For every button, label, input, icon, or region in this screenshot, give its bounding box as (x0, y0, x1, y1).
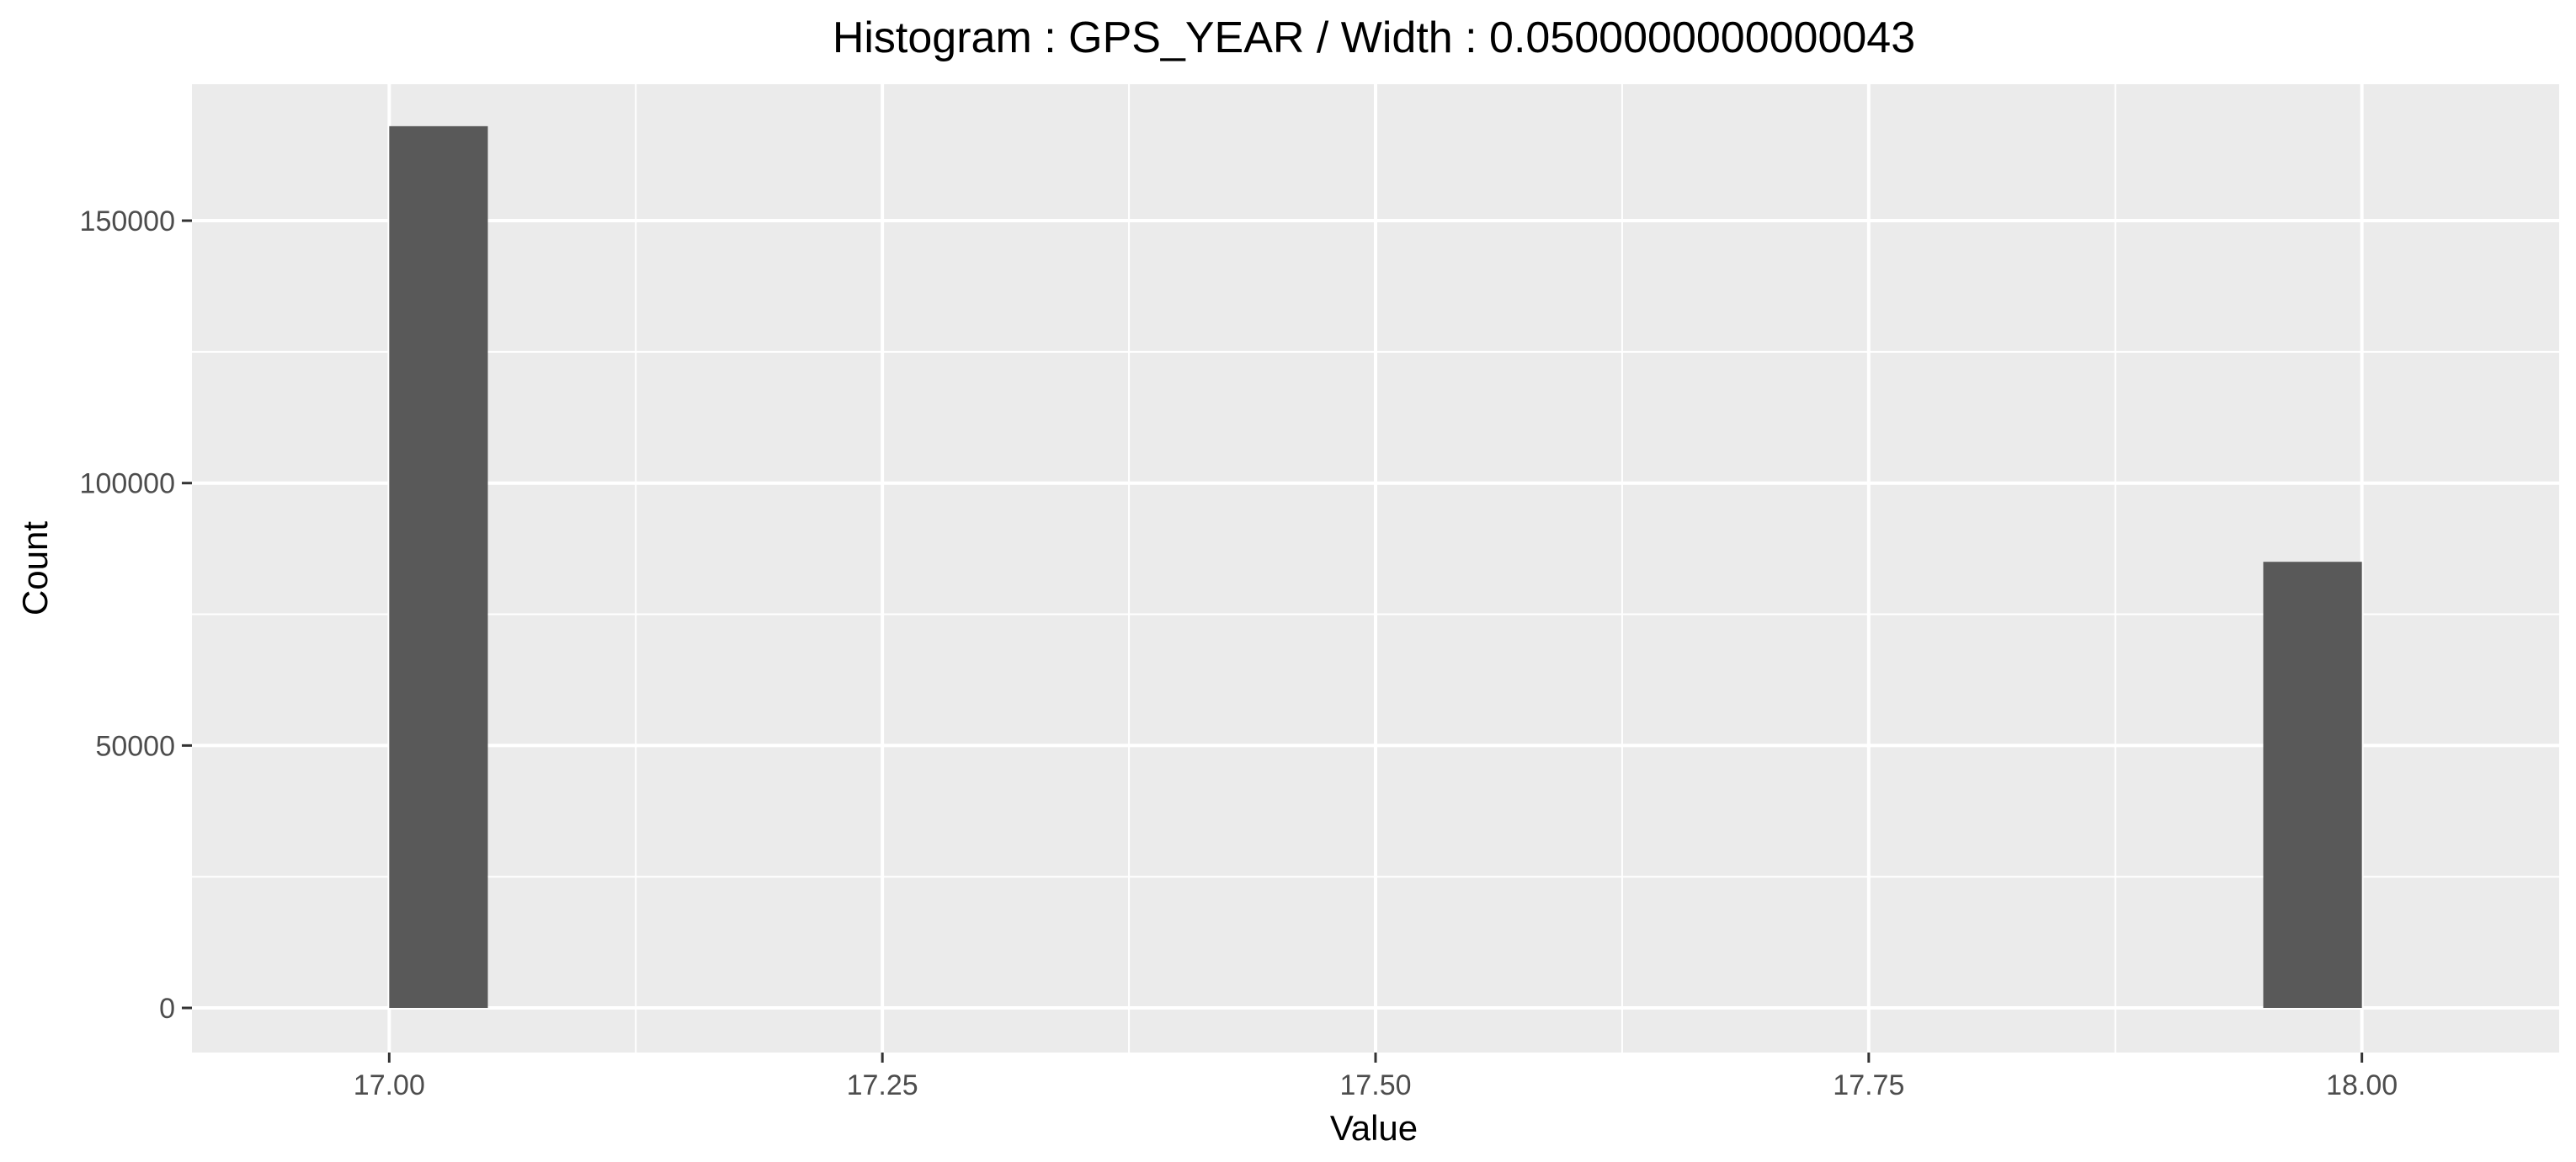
x-axis: 17.00 17.25 17.50 17.75 18.00 (354, 1053, 2398, 1101)
histogram-bar (2263, 562, 2362, 1009)
y-axis: 0 50000 100000 150000 (80, 205, 192, 1025)
x-axis-title: Value (1330, 1108, 1418, 1148)
chart-title: Histogram : GPS_YEAR / Width : 0.0500000… (833, 13, 1915, 62)
x-tick-label: 17.00 (354, 1069, 425, 1101)
y-tick-label: 50000 (95, 730, 175, 762)
y-axis-title: Count (15, 521, 55, 616)
y-tick-label: 0 (159, 993, 175, 1025)
x-tick-label: 17.75 (1833, 1069, 1904, 1101)
y-tick-label: 150000 (80, 205, 175, 237)
x-tick-label: 17.25 (847, 1069, 918, 1101)
bars (389, 125, 2362, 1009)
x-tick-label: 17.50 (1339, 1069, 1411, 1101)
histogram-bar (389, 125, 488, 1009)
y-tick-label: 100000 (80, 468, 175, 500)
x-tick-label: 18.00 (2326, 1069, 2398, 1101)
